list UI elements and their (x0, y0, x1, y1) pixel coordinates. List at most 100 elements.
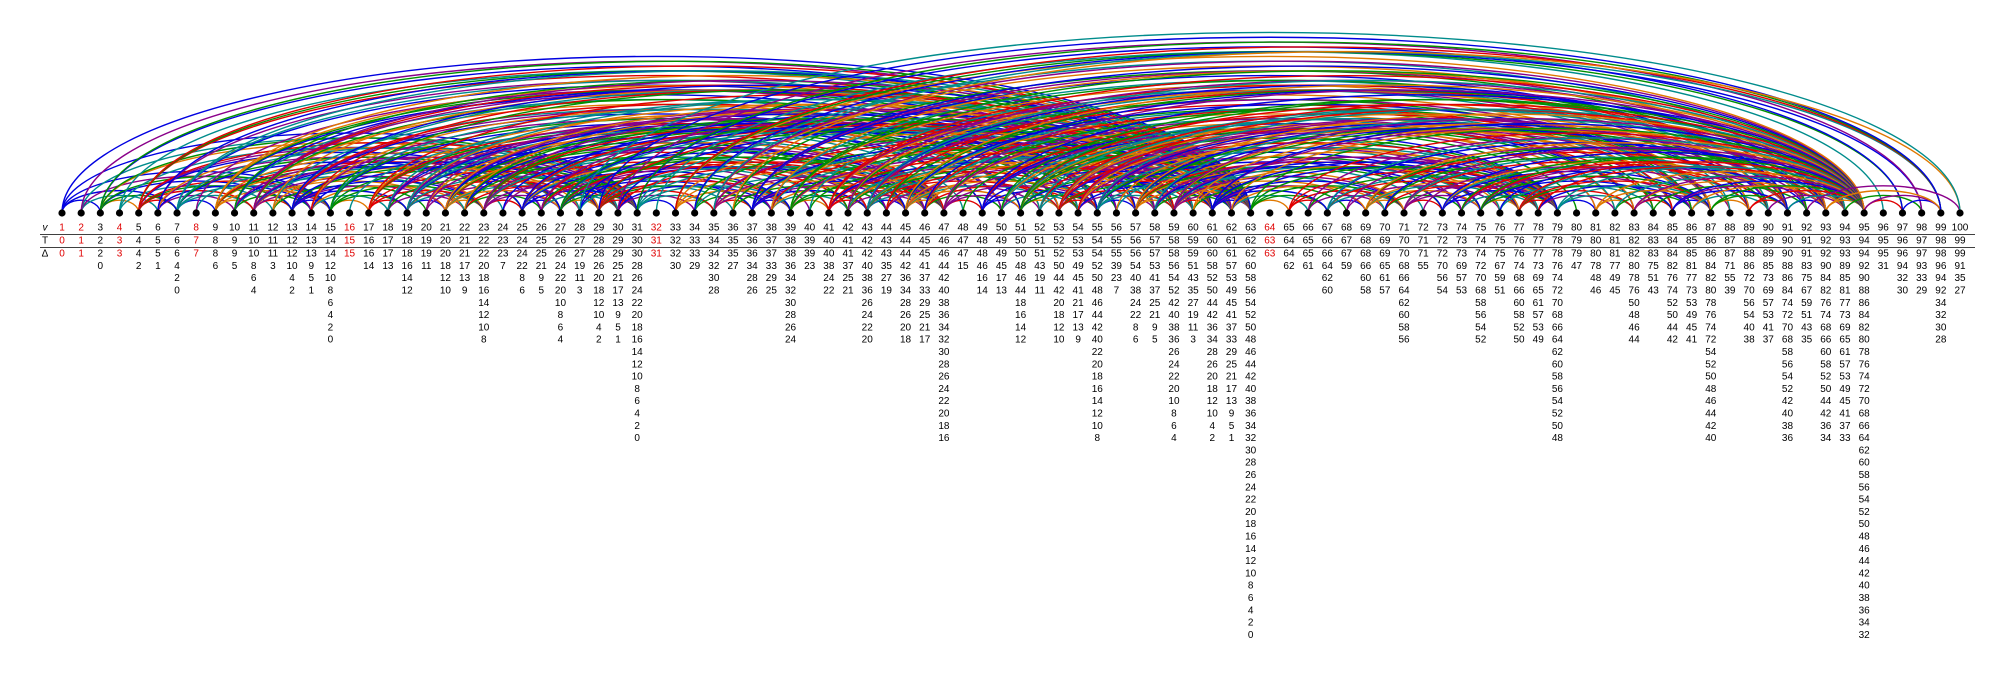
delta-label: 50 (1207, 286, 1219, 297)
delta-label: 12 (440, 273, 452, 284)
delta-label: 36 (1859, 605, 1871, 616)
delta-label: 6 (1248, 593, 1254, 604)
node (1074, 209, 1082, 217)
v-label: 95 (1859, 223, 1871, 234)
delta-label: 92 (1820, 249, 1832, 260)
t-label: 99 (1954, 236, 1966, 247)
node (901, 209, 910, 217)
delta-label: 50 (1513, 335, 1525, 346)
delta-label: 39 (1111, 261, 1123, 272)
delta-label: 17 (382, 249, 394, 260)
delta-label: 50 (1015, 249, 1027, 260)
delta-label: 38 (785, 249, 797, 260)
v-label: 84 (1648, 223, 1660, 234)
delta-label: 11 (1188, 322, 1199, 333)
delta-label: 4 (1171, 433, 1177, 444)
node (1707, 209, 1715, 217)
delta-label: 61 (1533, 298, 1545, 309)
delta-label: 80 (1629, 261, 1641, 272)
delta-label: 25 (612, 261, 624, 272)
delta-label: 56 (1552, 384, 1564, 395)
node (135, 209, 143, 217)
delta-label: 10 (478, 322, 490, 333)
delta-label: 52 (1667, 298, 1679, 309)
node (1687, 209, 1696, 217)
v-label: 17 (363, 223, 375, 234)
delta-label: 3 (117, 249, 123, 260)
v-label: 11 (249, 223, 260, 234)
v-label: 67 (1322, 223, 1334, 234)
delta-label: 54 (1092, 249, 1104, 260)
v-label: 14 (306, 223, 318, 234)
delta-label: 9 (462, 286, 468, 297)
delta-label: 6 (558, 322, 564, 333)
node (269, 209, 277, 217)
t-label: 34 (708, 236, 720, 247)
delta-label: 43 (1034, 261, 1046, 272)
delta-label: 44 (900, 249, 912, 260)
t-label: 95 (1878, 236, 1890, 247)
node (461, 209, 469, 217)
arc (1825, 190, 1942, 214)
delta-label: 45 (1073, 273, 1085, 284)
t-label: 22 (478, 236, 490, 247)
delta-label: 4 (289, 273, 295, 284)
arc (1364, 151, 1789, 214)
v-label: 40 (804, 223, 816, 234)
v-label: 59 (1168, 223, 1180, 234)
delta-label: 78 (1590, 261, 1602, 272)
delta-label: 54 (1168, 273, 1180, 284)
t-label: 67 (1341, 236, 1353, 247)
arc (1249, 127, 1865, 214)
v-label: 45 (900, 223, 912, 234)
delta-label: 38 (1744, 335, 1756, 346)
delta-label: 36 (938, 310, 950, 321)
arc (1460, 194, 1539, 214)
delta-label: 75 (1494, 249, 1506, 260)
delta-label: 59 (1801, 298, 1813, 309)
delta-label: 56 (1782, 359, 1794, 370)
delta-label: 41 (842, 249, 854, 260)
node (1553, 209, 1561, 217)
delta-label: 58 (1168, 249, 1180, 260)
t-label: 71 (1418, 236, 1430, 247)
delta-label: 93 (1916, 261, 1928, 272)
v-label: 50 (996, 223, 1008, 234)
delta-label: 21 (536, 261, 548, 272)
delta-label: 22 (1092, 347, 1104, 358)
arc (981, 190, 1098, 214)
delta-label: 57 (1379, 286, 1391, 297)
node (940, 209, 948, 217)
delta-label: 35 (1954, 273, 1966, 284)
arc (732, 50, 1961, 214)
v-label: 41 (823, 223, 835, 234)
arc (789, 70, 1865, 214)
v-label: 19 (402, 223, 414, 234)
delta-label: 30 (1245, 445, 1257, 456)
delta-label: 20 (1245, 507, 1257, 518)
node (1592, 209, 1600, 217)
delta-label: 38 (1859, 593, 1871, 604)
delta-label: 10 (440, 286, 452, 297)
t-label: 62 (1245, 236, 1257, 247)
delta-label: 42 (1782, 396, 1794, 407)
delta-label: 14 (478, 298, 490, 309)
t-label: 25 (536, 236, 548, 247)
arc (1307, 194, 1386, 214)
t-label: 15 (344, 236, 356, 247)
delta-label: 40 (1744, 322, 1756, 333)
v-label: 32 (651, 223, 663, 234)
arc (598, 180, 792, 214)
delta-label: 60 (1513, 298, 1525, 309)
delta-label: 79 (1571, 249, 1583, 260)
v-label: 24 (497, 223, 509, 234)
delta-label: 0 (634, 433, 640, 444)
delta-label: 36 (1168, 335, 1180, 346)
arcs (61, 31, 1961, 214)
v-label: 61 (1207, 223, 1219, 234)
arc (1403, 146, 1865, 214)
delta-label: 58 (1245, 273, 1257, 284)
delta-label: 28 (632, 261, 644, 272)
delta-label: 40 (1859, 581, 1871, 592)
